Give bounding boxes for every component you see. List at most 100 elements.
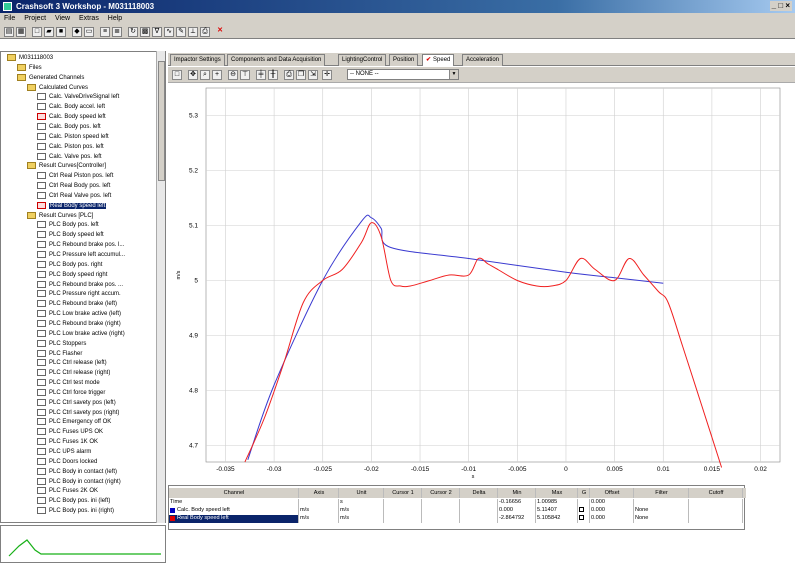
marker-icon[interactable]: ✛ xyxy=(322,70,332,80)
tree-item[interactable]: PLC Doors locked xyxy=(37,457,97,467)
tree-item[interactable]: Calculated Curves xyxy=(27,83,88,93)
tree-item[interactable]: Ctrl Real Piston pos. left xyxy=(37,172,113,181)
list-icon[interactable]: ≣ xyxy=(112,27,122,37)
column-header[interactable]: Cursor 1 xyxy=(384,488,422,498)
tree-item[interactable]: PLC Rebound brake pos. ... xyxy=(37,280,123,290)
menu-file[interactable]: File xyxy=(4,15,16,22)
tree-item[interactable]: PLC Fuses UPS OK xyxy=(37,428,103,437)
menu-project[interactable]: Project xyxy=(24,15,47,22)
zoom-out-icon[interactable]: ⊖ xyxy=(228,70,238,80)
tab-4[interactable]: ✔ Speed xyxy=(422,54,455,66)
tree-item[interactable]: PLC Fuses 2K OK xyxy=(37,487,98,496)
project-icon[interactable]: ▦ xyxy=(16,27,26,37)
copy-icon[interactable]: ❐ xyxy=(296,70,306,80)
tree-item[interactable]: Calc. Valve pos. left xyxy=(37,152,102,162)
tree-item[interactable]: PLC Body in contact (left) xyxy=(37,467,117,477)
chart-svg[interactable]: -0.035 -0.03 -0.025 -0.02 -0.015 -0.01 -0.005 0… xyxy=(168,84,795,484)
tools-icon[interactable]: ✎ xyxy=(176,27,186,37)
tab-3[interactable]: Position xyxy=(389,54,419,66)
tree-item[interactable]: PLC UPS alarm xyxy=(37,448,91,457)
tree-item[interactable]: PLC Fuses 1K OK xyxy=(37,438,98,447)
tree-item[interactable]: PLC Ctrl release (right) xyxy=(37,369,110,378)
chevron-down-icon[interactable]: ▼ xyxy=(449,70,458,79)
menu-help[interactable]: Help xyxy=(107,15,123,22)
column-header[interactable]: Axis xyxy=(299,488,339,498)
menu-extras[interactable]: Extras xyxy=(78,15,99,22)
tree-item[interactable]: Files xyxy=(17,63,42,73)
series-line-0[interactable] xyxy=(247,214,664,460)
tree-item[interactable]: PLC Stoppers xyxy=(37,339,86,349)
column-header[interactable]: Cursor 2 xyxy=(422,488,460,498)
tree-item[interactable]: Ctrl Real Body pos. left xyxy=(37,182,110,191)
report-icon[interactable]: ≡ xyxy=(100,27,110,37)
visibility-checkbox[interactable] xyxy=(579,515,584,521)
tree-item[interactable]: PLC Ctrl savety pos (left) xyxy=(37,398,116,408)
column-header[interactable]: Unit xyxy=(339,488,384,498)
tree-item[interactable]: Calc. Piston pos. left xyxy=(37,142,104,152)
visibility-checkbox[interactable] xyxy=(579,507,584,513)
tree-item[interactable]: M031118003 xyxy=(7,54,53,63)
tree-item[interactable]: Ctrl Real Valve pos. left xyxy=(37,191,111,201)
filter-icon[interactable]: ∇ xyxy=(152,27,162,37)
tab-0[interactable]: Impactor Settings xyxy=(170,54,225,66)
column-header[interactable]: G xyxy=(578,488,590,498)
tree-item[interactable]: PLC Ctrl release (left) xyxy=(37,359,107,368)
refresh-icon[interactable]: ↻ xyxy=(128,27,138,37)
print-icon[interactable]: ⎙ xyxy=(200,27,210,37)
tree-item[interactable]: PLC Body pos. ini (right) xyxy=(37,507,114,516)
save-icon[interactable]: ■ xyxy=(56,27,66,37)
tree-item[interactable]: Real Body speed left xyxy=(37,201,107,211)
tree-item[interactable]: PLC Body in contact (right) xyxy=(37,477,121,487)
channel-select[interactable]: -- NONE -- ▼ xyxy=(347,69,459,80)
column-header[interactable]: Cutoff xyxy=(689,488,743,498)
tree-item[interactable]: PLC Body pos. ini (left) xyxy=(37,497,110,506)
tree-item[interactable]: PLC Body pos. right xyxy=(37,260,102,270)
tree-item[interactable]: PLC Pressure left accumul... xyxy=(37,251,125,260)
tree-item[interactable]: PLC Flasher xyxy=(37,349,82,359)
tree-item[interactable]: Result Curves[Controller] xyxy=(27,162,106,171)
measure-icon[interactable]: ⟂ xyxy=(188,27,198,37)
channel-tree[interactable]: M031118003 Files Generated Channels Calcula… xyxy=(0,51,166,523)
open-folder-icon[interactable]: ▰ xyxy=(44,27,54,37)
wave-icon[interactable]: ∿ xyxy=(164,27,174,37)
tree-item[interactable]: PLC Rebound brake pos. l... xyxy=(37,241,124,250)
tab-5[interactable]: Acceleration xyxy=(462,54,504,66)
tree-item[interactable]: Calc. Body pos. left xyxy=(37,122,101,132)
tree-item[interactable]: PLC Ctrl test mode xyxy=(37,379,100,388)
tree-item[interactable]: PLC Pressure right accum. xyxy=(37,290,121,299)
pan-icon[interactable]: ✥ xyxy=(188,70,198,80)
tree-item[interactable]: Generated Channels xyxy=(17,73,84,83)
print-plot-icon[interactable]: ⎙ xyxy=(284,70,294,80)
speed-chart[interactable]: -0.035 -0.03 -0.025 -0.02 -0.015 -0.01 -0.005 0… xyxy=(168,84,795,484)
column-header[interactable]: Min xyxy=(498,488,536,498)
window-controls[interactable]: _ □ × xyxy=(769,1,792,11)
tree-item[interactable]: PLC Low brake active (left) xyxy=(37,310,121,319)
tree-item[interactable]: PLC Rebound brake (right) xyxy=(37,319,121,329)
tree-item[interactable]: Result Curves [PLC] xyxy=(27,211,93,221)
table-row[interactable]: Calc. Body speed left m/s m/s 0.000 5.11407 0… xyxy=(169,507,746,515)
tree-item[interactable]: PLC Ctrl savety pos (right) xyxy=(37,408,119,418)
crosshair-icon[interactable]: + xyxy=(212,70,222,80)
column-header[interactable]: Channel xyxy=(169,488,299,498)
tab-1[interactable]: Components and Data Acquisition xyxy=(227,54,326,66)
open-project-icon[interactable]: ▤ xyxy=(4,27,14,37)
settings-icon[interactable]: ◆ xyxy=(72,27,82,37)
tree-item[interactable]: PLC Body pos. left xyxy=(37,221,99,230)
zoom-icon[interactable]: ⌕ xyxy=(200,70,210,80)
menu-view[interactable]: View xyxy=(54,15,71,22)
series-line-1[interactable] xyxy=(244,222,723,468)
column-header[interactable]: Offset xyxy=(590,488,634,498)
tree-scrollbar[interactable] xyxy=(156,51,165,523)
grid-icon[interactable]: ▩ xyxy=(140,27,150,37)
tree-item[interactable]: PLC Ctrl force trigger xyxy=(37,388,105,398)
table-row[interactable]: Real Body speed left m/s m/s -2.864792 5.105… xyxy=(169,515,746,523)
column-header[interactable]: Max xyxy=(536,488,578,498)
window-icon[interactable]: ▭ xyxy=(84,27,94,37)
tree-item[interactable]: Calc. Body speed left xyxy=(37,113,106,122)
tree-item[interactable]: PLC Body speed left xyxy=(37,231,104,240)
tree-item[interactable]: PLC Low brake active (right) xyxy=(37,329,125,339)
tree-scrollbar-thumb[interactable] xyxy=(158,61,165,181)
cursor2-icon[interactable]: ╫ xyxy=(268,70,278,80)
tree-item[interactable]: Calc. Body accel. left xyxy=(37,103,105,112)
table-row[interactable]: Time s -0.16656 1.00985 0.000 xyxy=(169,499,746,507)
